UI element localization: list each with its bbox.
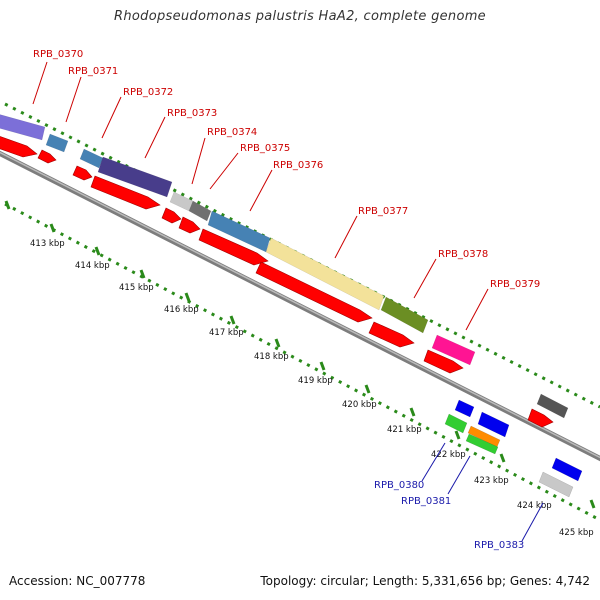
cds-arrow[interactable] xyxy=(162,208,181,223)
gene-label-forward[interactable]: RPB_0372 xyxy=(123,87,173,98)
feature-bar[interactable] xyxy=(445,414,467,433)
feature-bar[interactable] xyxy=(80,149,103,168)
genome-summary-text: Topology: circular; Length: 5,331,656 bp… xyxy=(260,574,590,588)
forward-gene-labels xyxy=(33,62,488,330)
gene-label-forward[interactable]: RPB_0373 xyxy=(167,108,217,119)
feature-bar[interactable] xyxy=(46,134,68,152)
kbp-label: 418 kbp xyxy=(254,352,289,362)
cds-arrow[interactable] xyxy=(179,217,200,233)
cds-arrow[interactable] xyxy=(552,458,582,481)
gene-label-forward[interactable]: RPB_0376 xyxy=(273,160,323,171)
feature-bar[interactable] xyxy=(381,297,428,333)
kbp-label: 424 kbp xyxy=(517,501,552,511)
cds-arrow[interactable] xyxy=(73,166,92,180)
genome-map: 413 kbp 414 kbp 415 kbp 416 kbp 417 kbp … xyxy=(0,0,600,600)
cds-arrow[interactable] xyxy=(38,150,56,163)
kbp-label: 415 kbp xyxy=(119,283,154,293)
gene-label-reverse[interactable]: RPB_0383 xyxy=(474,540,524,551)
kbp-label: 420 kbp xyxy=(342,400,377,410)
gene-label-forward[interactable]: RPB_0378 xyxy=(438,249,488,260)
gene-label-forward[interactable]: RPB_0374 xyxy=(207,127,257,138)
kbp-label: 417 kbp xyxy=(209,328,244,338)
gene-label-forward[interactable]: RPB_0379 xyxy=(490,279,540,290)
kbp-label: 416 kbp xyxy=(164,305,199,315)
feature-bar[interactable] xyxy=(0,114,45,140)
kbp-label: 413 kbp xyxy=(30,239,65,249)
forward-cds-arrows xyxy=(0,135,553,427)
kbp-label: 419 kbp xyxy=(298,376,333,386)
gene-label-reverse[interactable]: RPB_0380 xyxy=(374,480,424,491)
gene-label-forward[interactable]: RPB_0370 xyxy=(33,49,83,60)
gene-label-forward[interactable]: RPB_0371 xyxy=(68,66,118,77)
gene-label-reverse[interactable]: RPB_0381 xyxy=(401,496,451,507)
gene-label-forward[interactable]: RPB_0375 xyxy=(240,143,290,154)
kbp-label: 423 kbp xyxy=(474,476,509,486)
accession-text: Accession: NC_007778 xyxy=(9,574,145,588)
kbp-major-ticks xyxy=(6,201,594,508)
kbp-label: 421 kbp xyxy=(387,425,422,435)
feature-bar[interactable] xyxy=(189,201,211,221)
gene-label-forward[interactable]: RPB_0377 xyxy=(358,206,408,217)
kbp-label: 425 kbp xyxy=(559,528,594,538)
kbp-label: 414 kbp xyxy=(75,261,110,271)
cds-arrow[interactable] xyxy=(455,400,474,417)
